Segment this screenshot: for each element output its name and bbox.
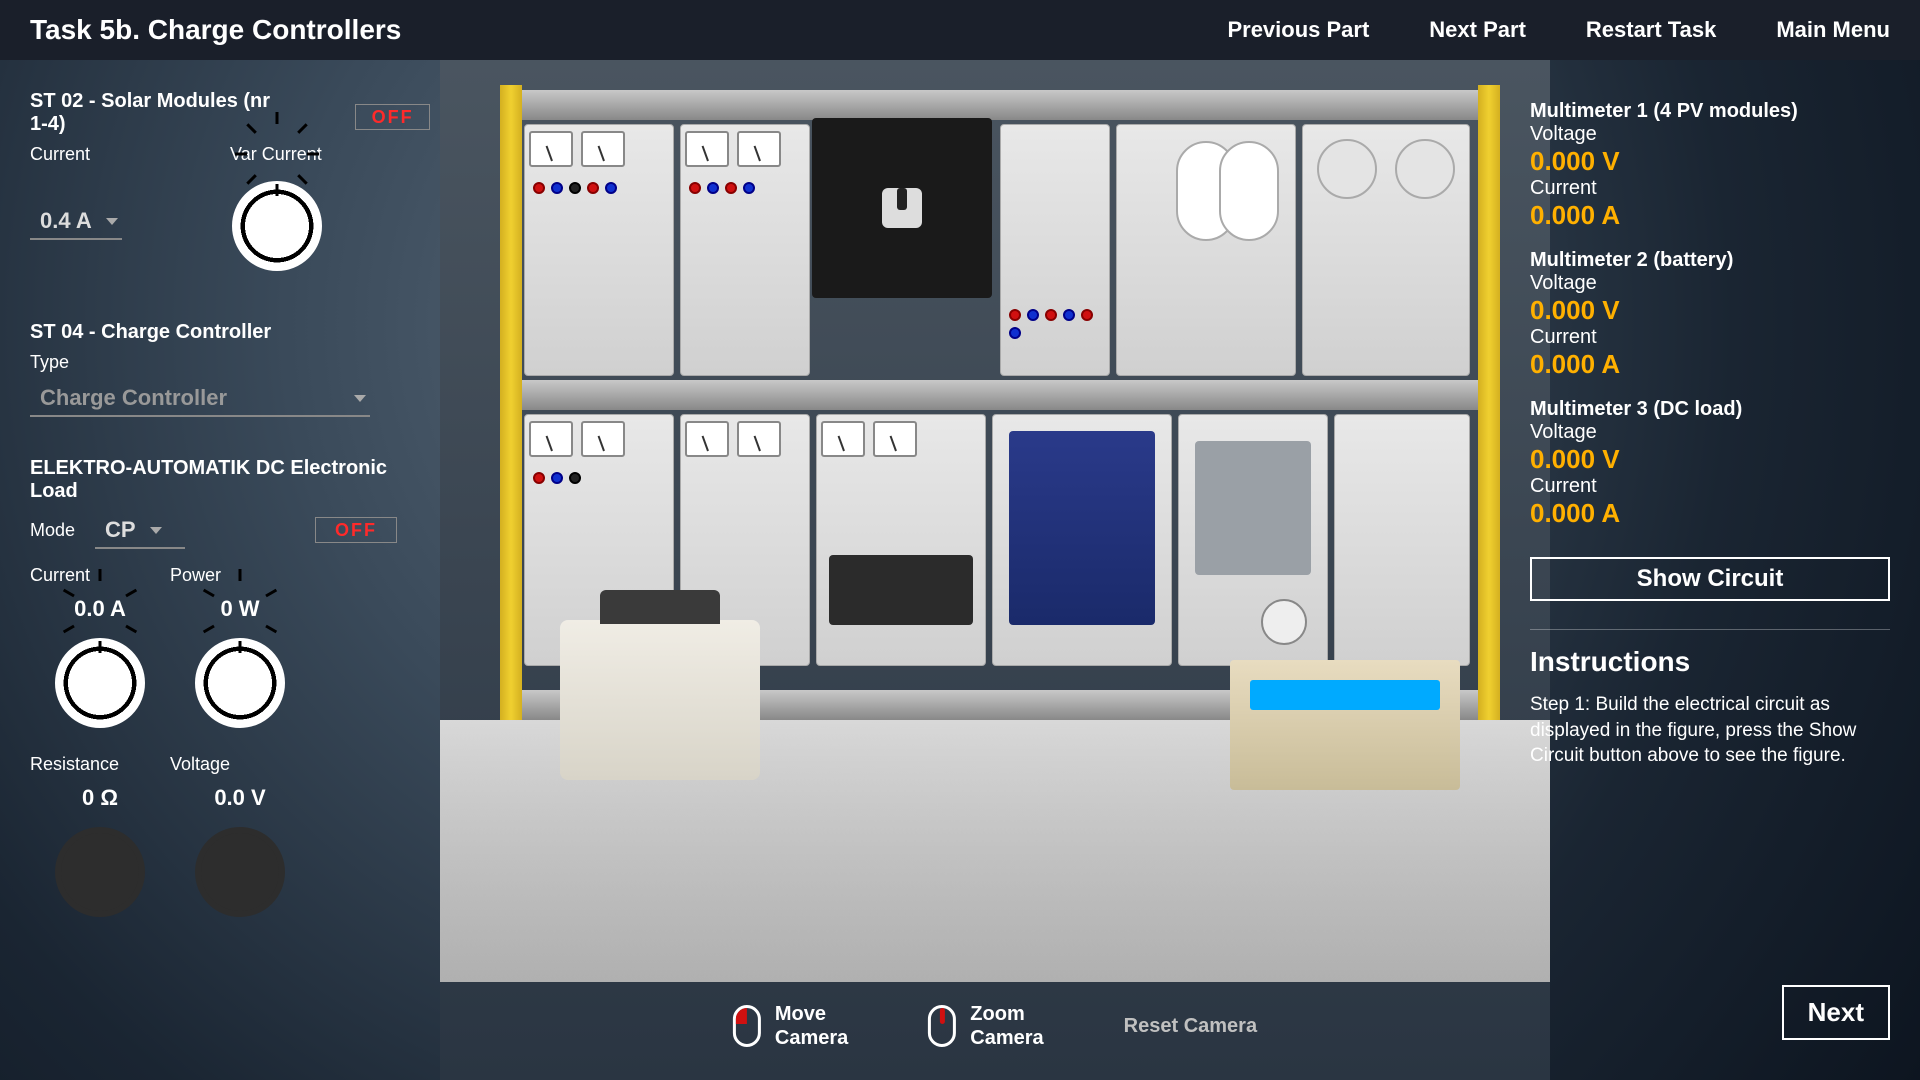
mm3-voltage-value: 0.000 V bbox=[1530, 444, 1620, 474]
move-camera-hint: Move Camera bbox=[733, 1002, 848, 1050]
charge-controller-module bbox=[812, 118, 992, 298]
st04-type-dropdown[interactable]: Charge Controller bbox=[30, 379, 370, 417]
divider bbox=[1530, 629, 1890, 630]
st02-current-dropdown[interactable]: 0.4 A bbox=[30, 202, 122, 240]
mm2-current-value: 0.000 A bbox=[1530, 349, 1620, 379]
simulation-viewport[interactable]: Move Camera Zoom Camera Reset Camera bbox=[440, 60, 1550, 1080]
zoom-camera-label: Zoom Camera bbox=[970, 1002, 1043, 1050]
next-button[interactable]: Next bbox=[1782, 985, 1890, 1040]
load-current-value: 0.0 A bbox=[30, 596, 170, 622]
load-mode-label: Mode bbox=[30, 520, 75, 541]
left-panel: ST 02 - Solar Modules (nr 1-4) OFF Curre… bbox=[30, 90, 430, 923]
st02-toggle[interactable]: OFF bbox=[355, 104, 430, 130]
battery-module bbox=[560, 620, 760, 780]
caret-icon bbox=[150, 527, 162, 534]
st04-type-value: Charge Controller bbox=[40, 385, 227, 411]
instructions-title: Instructions bbox=[1530, 646, 1890, 678]
mm1-title: Multimeter 1 (4 PV modules) bbox=[1530, 100, 1890, 123]
header-bar: Task 5b. Charge Controllers Previous Par… bbox=[0, 0, 1920, 60]
mm2-voltage-value: 0.000 V bbox=[1530, 295, 1620, 325]
load-current-knob[interactable] bbox=[55, 638, 145, 728]
move-camera-label: Move Camera bbox=[775, 1002, 848, 1050]
load-power-value: 0 W bbox=[170, 596, 310, 622]
mouse-left-icon bbox=[733, 1005, 761, 1047]
mm3-voltage-label: Voltage bbox=[1530, 421, 1890, 444]
mm1-current-value: 0.000 A bbox=[1530, 200, 1620, 230]
mouse-middle-icon bbox=[928, 1005, 956, 1047]
mm3-current-value: 0.000 A bbox=[1530, 498, 1620, 528]
show-circuit-button[interactable]: Show Circuit bbox=[1530, 557, 1890, 601]
nav-restart-task[interactable]: Restart Task bbox=[1586, 17, 1716, 43]
mm1-voltage-value: 0.000 V bbox=[1530, 146, 1620, 176]
st02-varcurrent-knob[interactable] bbox=[232, 181, 322, 271]
load-mode-value: CP bbox=[105, 517, 136, 543]
mm2-title: Multimeter 2 (battery) bbox=[1530, 249, 1890, 272]
mm2-current-label: Current bbox=[1530, 326, 1890, 349]
load-resistance-value: 0 Ω bbox=[30, 785, 170, 811]
nav-main-menu[interactable]: Main Menu bbox=[1776, 17, 1890, 43]
mm1-current-label: Current bbox=[1530, 177, 1890, 200]
mm1-voltage-label: Voltage bbox=[1530, 123, 1890, 146]
reset-camera-button[interactable]: Reset Camera bbox=[1124, 1015, 1257, 1038]
load-voltage-knob[interactable] bbox=[195, 827, 285, 917]
mm3-current-label: Current bbox=[1530, 475, 1890, 498]
nav: Previous Part Next Part Restart Task Mai… bbox=[1227, 17, 1890, 43]
mm2-voltage-label: Voltage bbox=[1530, 272, 1890, 295]
st02-current-value: 0.4 A bbox=[40, 208, 92, 234]
zoom-camera-hint: Zoom Camera bbox=[928, 1002, 1043, 1050]
instructions-text: Step 1: Build the electrical circuit as … bbox=[1530, 692, 1890, 769]
st02-title: ST 02 - Solar Modules (nr 1-4) bbox=[30, 90, 285, 136]
electronic-load-module bbox=[1230, 660, 1460, 790]
mm3-title: Multimeter 3 (DC load) bbox=[1530, 398, 1890, 421]
load-voltage-label: Voltage bbox=[170, 754, 310, 775]
load-power-knob[interactable] bbox=[195, 638, 285, 728]
load-voltage-value: 0.0 V bbox=[170, 785, 310, 811]
camera-controls: Move Camera Zoom Camera Reset Camera bbox=[733, 1002, 1257, 1050]
caret-icon bbox=[106, 218, 118, 225]
load-mode-dropdown[interactable]: CP bbox=[95, 511, 185, 549]
load-title: ELEKTRO-AUTOMATIK DC Electronic Load bbox=[30, 457, 430, 503]
nav-previous-part[interactable]: Previous Part bbox=[1227, 17, 1369, 43]
nav-next-part[interactable]: Next Part bbox=[1429, 17, 1526, 43]
right-panel: Multimeter 1 (4 PV modules) Voltage0.000… bbox=[1530, 100, 1890, 769]
task-title: Task 5b. Charge Controllers bbox=[30, 14, 401, 46]
st04-title: ST 04 - Charge Controller bbox=[30, 321, 430, 344]
caret-icon bbox=[354, 395, 366, 402]
st02-current-label: Current bbox=[30, 144, 90, 165]
load-resistance-label: Resistance bbox=[30, 754, 170, 775]
load-resistance-knob[interactable] bbox=[55, 827, 145, 917]
st04-type-label: Type bbox=[30, 352, 430, 373]
load-toggle[interactable]: OFF bbox=[315, 517, 397, 543]
